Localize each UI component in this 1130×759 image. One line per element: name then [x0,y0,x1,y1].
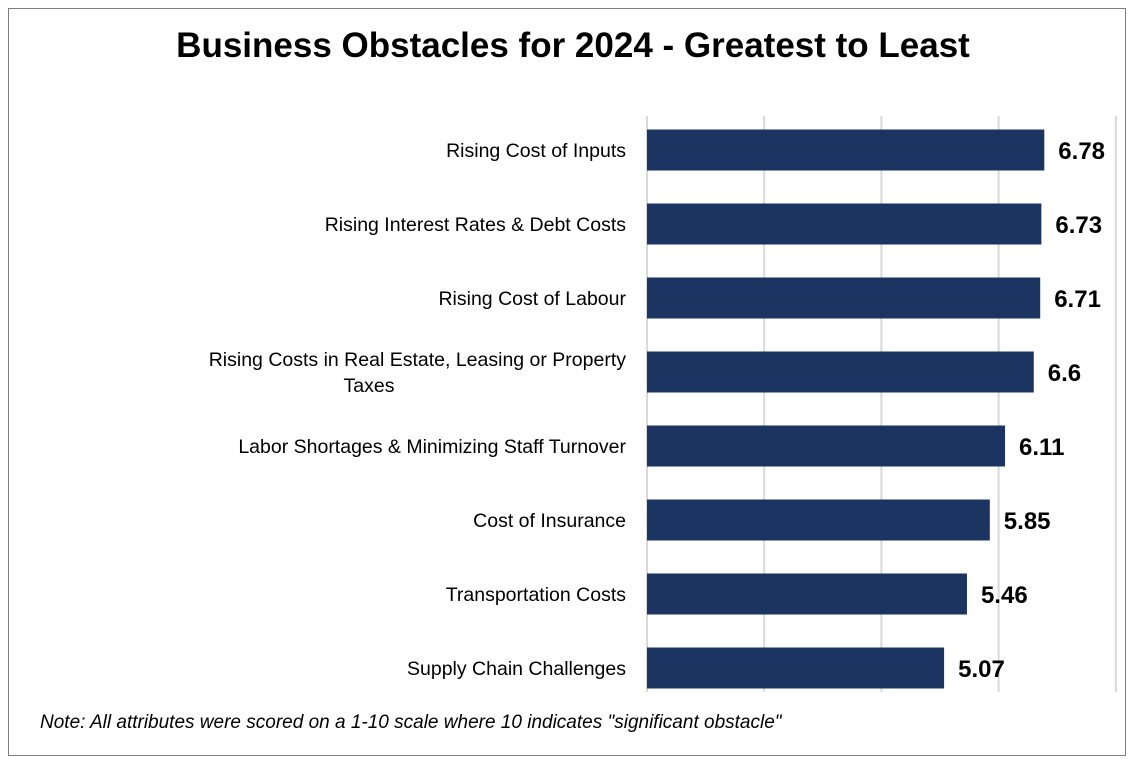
category-label: Rising Interest Rates & Debt Costs [325,214,627,236]
data-label: 5.85 [1004,508,1051,535]
bar [647,499,990,541]
category-label: Rising Cost of Labour [438,288,626,310]
category-label: Rising Costs in Real Estate, Leasing or … [209,349,627,371]
bar [647,351,1034,393]
data-label: 6.6 [1048,360,1081,387]
value-labels: 6.78 6.73 6.71 6.6 6.11 5.85 5.46 5.07 [958,138,1105,683]
chart-note: Note: All attributes were scored on a 1-… [40,712,782,733]
chart-title: Business Obstacles for 2024 - Greatest t… [176,26,970,65]
category-labels: Rising Cost of Inputs Rising Interest Rat… [209,140,627,680]
data-label: 5.46 [981,582,1028,609]
data-label: 6.78 [1058,138,1105,165]
category-label: Supply Chain Challenges [407,658,626,680]
bar [647,277,1041,319]
category-label: Rising Cost of Inputs [446,140,626,162]
bars [647,129,1045,689]
data-label: 6.73 [1055,212,1102,239]
bar [647,203,1042,245]
data-label: 6.11 [1019,434,1064,461]
data-label: 6.71 [1054,286,1101,313]
data-label: 5.07 [958,656,1005,683]
bar [647,129,1045,171]
category-label: Labor Shortages & Minimizing Staff Turno… [238,436,626,458]
bar [647,573,967,615]
bar [647,425,1006,467]
category-label: Transportation Costs [446,584,627,606]
category-label: Taxes [344,375,395,397]
bar [647,647,945,689]
category-label: Cost of Insurance [473,510,626,532]
